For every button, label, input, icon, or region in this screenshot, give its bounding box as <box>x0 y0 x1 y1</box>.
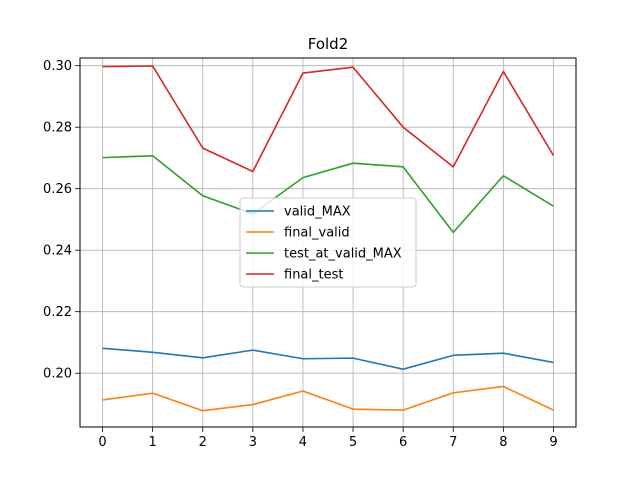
x-tick-label: 6 <box>399 435 407 450</box>
x-tick-label: 1 <box>149 435 157 450</box>
x-tick-label: 0 <box>98 435 106 450</box>
series-line-final-test <box>102 65 555 173</box>
x-tick-label: 5 <box>349 435 357 450</box>
y-tick-label: 0.24 <box>43 244 72 259</box>
legend-box <box>239 197 417 288</box>
x-tick-label: 7 <box>449 435 457 450</box>
y-tick-label: 0.20 <box>43 367 72 382</box>
series-line-valid-max <box>102 347 554 370</box>
chart-title: Fold2 <box>308 35 349 53</box>
series-line-test-at-valid-max <box>102 154 554 234</box>
series-line-final-valid <box>102 385 554 412</box>
legend-label: valid_MAX <box>284 205 351 220</box>
x-tick-label: 8 <box>499 435 507 450</box>
x-tick-label: 3 <box>249 435 257 450</box>
legend-label: final_valid <box>284 226 350 241</box>
legend-label: final_test <box>284 268 343 283</box>
y-tick-label: 0.22 <box>43 305 72 320</box>
y-tick-label: 0.28 <box>43 121 72 136</box>
plot-area-frame <box>79 57 577 428</box>
x-tick-label: 4 <box>299 435 307 450</box>
y-tick-label: 0.26 <box>43 182 72 197</box>
series-lines <box>102 65 555 412</box>
x-tick-label: 9 <box>549 435 557 450</box>
y-tick-label: 0.30 <box>43 59 72 74</box>
legend-label: test_at_valid_MAX <box>284 247 402 262</box>
x-axis: 0 1 2 3 4 5 6 7 8 9 <box>98 427 558 450</box>
grid-lines <box>80 58 576 427</box>
legend: valid_MAX final_valid test_at_valid_MAXfin… <box>239 197 417 288</box>
x-tick-label: 2 <box>199 435 207 450</box>
y-axis: 0.20 0.22 0.24 0.26 0.28 0.30 <box>43 59 80 382</box>
